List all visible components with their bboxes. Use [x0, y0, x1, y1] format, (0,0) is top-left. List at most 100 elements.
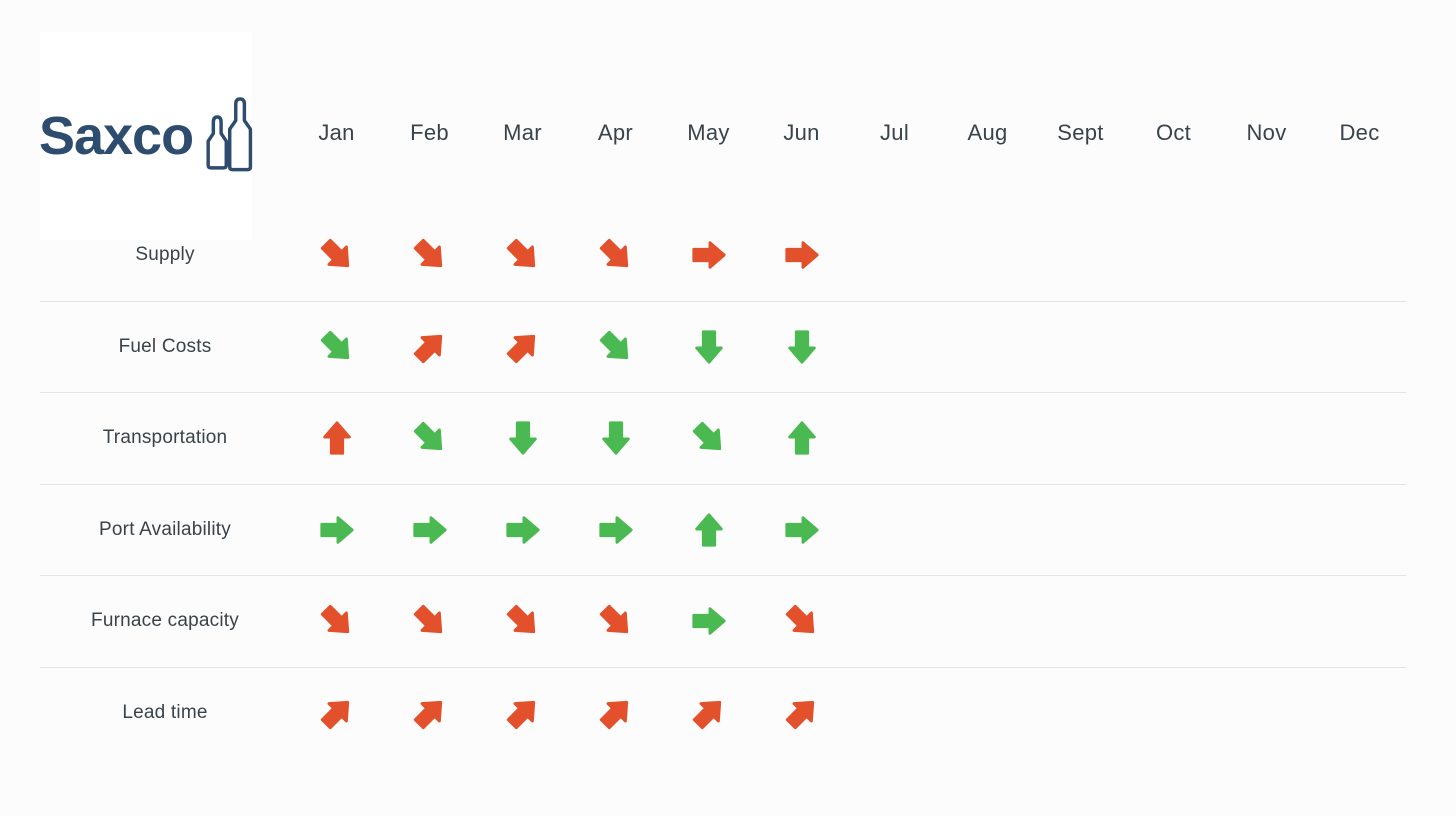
trend-down-right-icon — [320, 605, 349, 634]
trend-cell — [569, 694, 662, 732]
brand-wordmark: Saxco — [38, 106, 194, 166]
trend-cell — [383, 328, 476, 366]
trend-cell — [383, 602, 476, 640]
trend-cell — [383, 694, 476, 732]
trend-cell — [290, 328, 383, 366]
trend-down-right-icon — [320, 239, 349, 268]
trend-cell — [569, 236, 662, 274]
month-header: Sept — [1057, 120, 1104, 145]
trend-cell — [290, 419, 383, 457]
trend-cell — [290, 236, 383, 274]
trend-cell — [290, 694, 383, 732]
trend-cell — [569, 419, 662, 457]
trend-up-right-icon — [413, 701, 442, 730]
trend-cell — [755, 694, 848, 732]
trend-cell — [476, 328, 569, 366]
trend-cell — [662, 328, 755, 366]
table-row: Transportation — [40, 393, 1406, 485]
month-header: Nov — [1246, 120, 1287, 145]
month-header: Apr — [597, 120, 634, 145]
bottles-icon — [206, 97, 253, 172]
month-header: Jul — [879, 120, 910, 145]
trend-cell — [569, 328, 662, 366]
row-label: Fuel Costs — [118, 335, 212, 357]
trend-cell — [290, 602, 383, 640]
trend-down-icon — [508, 421, 537, 455]
trend-up-right-icon — [785, 701, 814, 730]
trend-up-right-icon — [506, 334, 535, 363]
trend-cell — [755, 602, 848, 640]
table-row: Lead time — [40, 668, 1406, 760]
trend-cell — [476, 602, 569, 640]
trend-down-right-icon — [320, 330, 349, 359]
trend-cell — [383, 419, 476, 457]
trend-down-right-icon — [785, 605, 814, 634]
trend-right-icon — [691, 241, 726, 270]
trend-cell — [569, 602, 662, 640]
table-row: Furnace capacity — [40, 576, 1406, 668]
trend-cell — [662, 236, 755, 274]
row-label: Supply — [135, 244, 195, 266]
trend-down-right-icon — [599, 330, 628, 359]
trend-cell — [476, 511, 569, 549]
trend-cell — [569, 511, 662, 549]
month-header: Jan — [318, 120, 355, 145]
trend-up-right-icon — [320, 701, 349, 730]
trend-cell — [662, 602, 755, 640]
trend-cell — [476, 694, 569, 732]
trend-down-right-icon — [692, 422, 721, 451]
trend-cell — [755, 419, 848, 457]
trend-down-right-icon — [506, 239, 535, 268]
trend-cell — [755, 511, 848, 549]
trend-right-icon — [505, 515, 540, 544]
trend-cell — [662, 419, 755, 457]
row-label: Furnace capacity — [91, 610, 239, 632]
trend-down-right-icon — [413, 422, 442, 451]
trend-cell — [290, 511, 383, 549]
trend-up-icon — [322, 421, 351, 455]
trend-up-icon — [694, 513, 723, 547]
month-header: Jun — [783, 120, 820, 145]
trend-down-right-icon — [413, 605, 442, 634]
trend-right-icon — [784, 241, 819, 270]
row-label: Port Availability — [99, 518, 231, 540]
trend-cell — [383, 511, 476, 549]
month-header: Mar — [503, 120, 542, 145]
month-header: Feb — [410, 120, 449, 145]
table-row: Port Availability — [40, 485, 1406, 576]
logo-box: Saxco — [38, 32, 253, 240]
trend-up-right-icon — [599, 701, 628, 730]
trend-cell — [476, 419, 569, 457]
trend-up-icon — [787, 421, 816, 455]
trend-up-right-icon — [506, 701, 535, 730]
month-header: Dec — [1339, 120, 1380, 145]
trend-cell — [662, 511, 755, 549]
trend-down-right-icon — [506, 605, 535, 634]
trend-right-icon — [691, 607, 726, 636]
trend-down-right-icon — [599, 239, 628, 268]
trend-down-icon — [601, 421, 630, 455]
trend-down-right-icon — [599, 605, 628, 634]
trend-down-right-icon — [413, 239, 442, 268]
trend-up-right-icon — [692, 701, 721, 730]
trend-cell — [755, 328, 848, 366]
table-row: Fuel Costs — [40, 302, 1406, 393]
trend-down-icon — [787, 330, 816, 364]
trend-down-icon — [694, 330, 723, 364]
trend-right-icon — [784, 515, 819, 544]
row-label: Lead time — [122, 702, 208, 724]
trend-right-icon — [319, 515, 354, 544]
trend-cell — [476, 236, 569, 274]
trend-right-icon — [412, 515, 447, 544]
month-header: Oct — [1155, 120, 1192, 145]
trend-up-right-icon — [413, 334, 442, 363]
month-header-row: Jan Feb Mar Apr May Jun Jul Aug Sept Oct Nov Dec — [40, 0, 1406, 210]
trend-table: Supply Fuel Costs Transportation Port Avail… — [40, 210, 1406, 759]
trend-cell — [383, 236, 476, 274]
month-header: May — [687, 120, 730, 145]
trend-right-icon — [598, 515, 633, 544]
month-header: Aug — [967, 120, 1008, 145]
row-label: Transportation — [102, 427, 228, 449]
trend-cell — [662, 694, 755, 732]
